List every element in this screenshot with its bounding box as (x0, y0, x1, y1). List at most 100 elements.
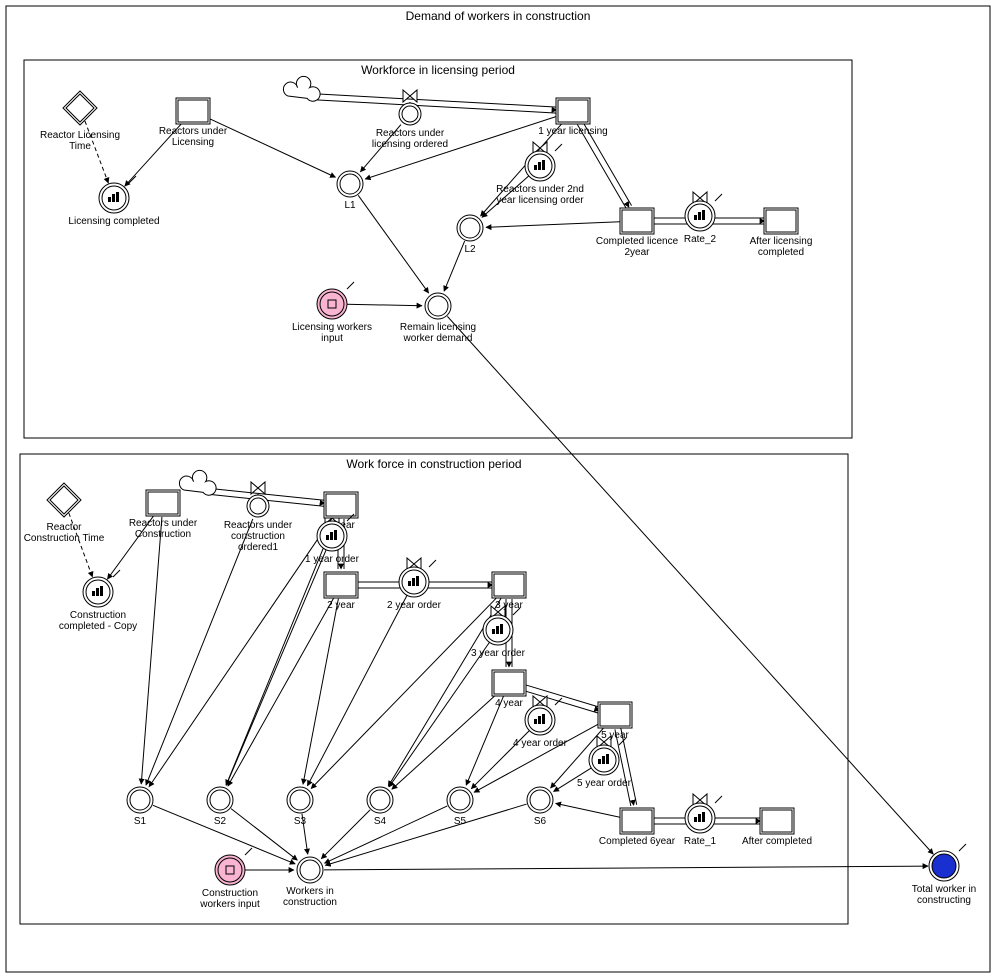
node-s5 (447, 787, 473, 813)
svg-text:5 year order: 5 year order (577, 778, 632, 789)
svg-text:L1: L1 (344, 200, 356, 211)
node-cloud2 (179, 470, 216, 495)
svg-text:1 year order: 1 year order (305, 554, 360, 565)
link (346, 304, 422, 305)
svg-text:Rate_1: Rate_1 (684, 836, 717, 847)
svg-text:Licensing: Licensing (172, 137, 214, 148)
svg-text:completed: completed (758, 247, 804, 258)
link (486, 222, 623, 228)
node-l1 (337, 171, 363, 197)
svg-text:L2: L2 (464, 244, 476, 255)
svg-text:Workforce in licensing period: Workforce in licensing period (361, 63, 515, 77)
node-y2 (324, 572, 358, 598)
svg-text:4 year: 4 year (495, 698, 523, 709)
node-lic_workers_input (317, 282, 354, 319)
link (153, 805, 295, 864)
svg-text:2 year order: 2 year order (387, 600, 442, 611)
svg-text:Licensing completed: Licensing completed (68, 216, 159, 227)
node-ruc_ordered (399, 103, 421, 125)
link (324, 866, 928, 870)
svg-text:construction: construction (283, 897, 337, 908)
link (226, 549, 326, 785)
node-s3 (287, 787, 313, 813)
svg-text:completed - Copy: completed - Copy (59, 621, 137, 632)
link (146, 519, 253, 785)
svg-text:Reactors under: Reactors under (224, 520, 293, 531)
svg-text:After licensing: After licensing (750, 236, 813, 247)
svg-text:Completed 6year: Completed 6year (599, 836, 676, 847)
link (141, 517, 162, 784)
link (231, 809, 297, 861)
svg-text:input: input (321, 333, 343, 344)
node-reactors_under_lic (176, 98, 210, 124)
svg-text:1 year licensing: 1 year licensing (538, 126, 607, 137)
node-y1 (324, 492, 358, 518)
link (466, 696, 503, 785)
node-workers_in_cons (297, 857, 323, 883)
node-y5 (598, 702, 632, 728)
link (392, 692, 499, 789)
node-comp_lic_2yr (620, 208, 654, 234)
diagram-canvas: Demand of workers in construction Workfor… (0, 0, 996, 978)
svg-text:S3: S3 (294, 816, 307, 827)
svg-text:Demand of workers in construct: Demand of workers in construction (406, 9, 591, 23)
node-cons_workers_input (215, 848, 252, 885)
frame (24, 60, 852, 438)
svg-text:Reactors under: Reactors under (159, 126, 228, 137)
svg-text:Total worker in: Total worker in (912, 884, 976, 895)
svg-text:ordered1: ordered1 (238, 542, 278, 553)
node-s6 (527, 787, 553, 813)
node-reactor_cons_time (47, 483, 81, 517)
svg-text:workers input: workers input (199, 899, 260, 910)
svg-text:year licensing order: year licensing order (496, 195, 584, 206)
flow (314, 100, 557, 113)
svg-text:S4: S4 (374, 816, 387, 827)
svg-text:4 year order: 4 year order (513, 738, 568, 749)
node-after_comp (760, 808, 794, 834)
svg-text:2 year: 2 year (327, 600, 355, 611)
node-cloud1 (283, 76, 320, 101)
svg-text:construction: construction (231, 531, 285, 542)
svg-text:Construction: Construction (135, 529, 191, 540)
link (228, 597, 334, 786)
node-y1_lic (556, 98, 590, 124)
node-s4 (367, 787, 393, 813)
svg-text:Reactors under: Reactors under (376, 128, 445, 139)
svg-text:Reactor: Reactor (46, 522, 82, 533)
svg-text:S5: S5 (454, 816, 467, 827)
frame (6, 6, 990, 972)
svg-text:After completed: After completed (742, 836, 812, 847)
svg-text:Construction: Construction (70, 610, 126, 621)
svg-text:Reactors under 2nd: Reactors under 2nd (496, 184, 584, 195)
svg-text:Reactors under: Reactors under (129, 518, 198, 529)
node-after_lic (764, 208, 798, 234)
node-remain_lic (425, 293, 451, 319)
svg-text:Rate_2: Rate_2 (684, 234, 717, 245)
node-reactors_under_cons (146, 490, 180, 516)
svg-text:Construction: Construction (202, 888, 258, 899)
svg-text:constructing: constructing (917, 895, 971, 906)
svg-text:S1: S1 (134, 816, 147, 827)
link (303, 599, 338, 785)
node-total_worker (929, 844, 966, 881)
link (321, 810, 370, 859)
svg-text:Licensing workers: Licensing workers (292, 322, 372, 333)
link (307, 594, 407, 785)
node-y4 (492, 670, 526, 696)
link (556, 803, 624, 818)
svg-text:S2: S2 (214, 816, 227, 827)
svg-text:Reactor Licensing: Reactor Licensing (40, 130, 120, 141)
link (444, 241, 465, 291)
node-lic_completed (99, 176, 136, 213)
svg-text:worker demand: worker demand (403, 333, 473, 344)
svg-text:2year: 2year (624, 247, 650, 258)
svg-text:licensing ordered: licensing ordered (372, 139, 448, 150)
node-cons_completed (83, 570, 120, 607)
diagram-svg: Demand of workers in construction Workfor… (0, 0, 996, 978)
node-y3 (492, 572, 526, 598)
node-l2 (457, 215, 483, 241)
link (324, 806, 447, 863)
svg-text:Remain licensing: Remain licensing (400, 322, 476, 333)
link (358, 195, 428, 293)
node-s2 (207, 787, 233, 813)
